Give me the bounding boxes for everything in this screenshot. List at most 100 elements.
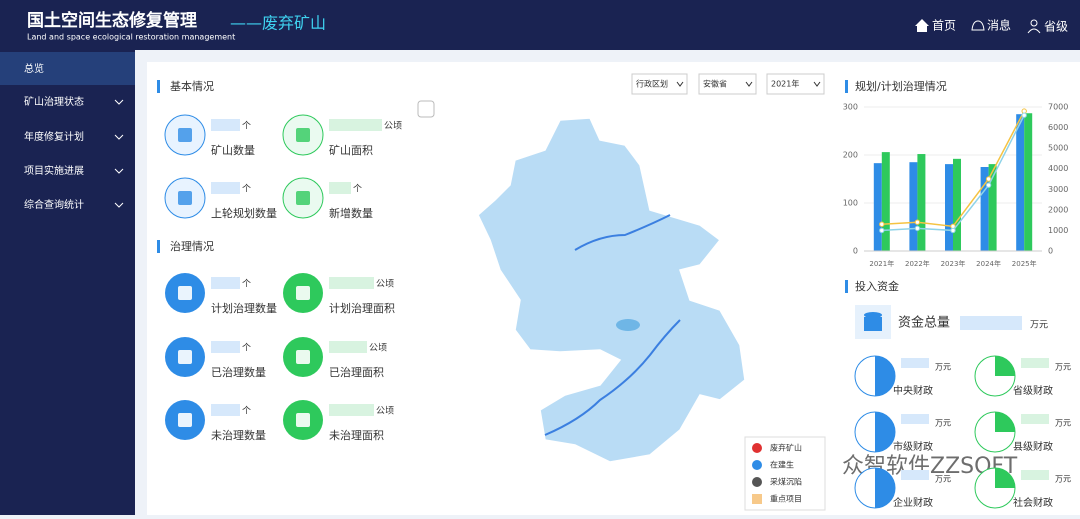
menu-item[interactable]: 年度修复计划 — [24, 130, 84, 143]
fund-label: 县级财政 — [1013, 440, 1053, 453]
hidden-value — [901, 470, 929, 480]
y-tick-label: 200 — [843, 151, 858, 160]
user-icon[interactable] — [1030, 19, 1038, 27]
stat-icon-glyph — [296, 128, 310, 142]
layer-button[interactable] — [417, 100, 435, 118]
pie-slice — [995, 468, 1015, 488]
stat-label: 已治理数量 — [211, 365, 266, 379]
legend-icon — [752, 443, 762, 453]
bar — [881, 152, 890, 251]
home-icon[interactable] — [915, 19, 929, 32]
stat-unit: 个 — [242, 121, 251, 132]
province-shape[interactable] — [477, 117, 746, 463]
line-point — [879, 227, 885, 234]
stat-label: 未治理数量 — [211, 428, 266, 442]
section-title: 投入资金 — [855, 279, 899, 293]
coin-icon — [864, 317, 882, 331]
x-tick-label: 2024年 — [976, 259, 1001, 268]
pie-slice — [995, 412, 1015, 432]
fund-unit: 万元 — [1055, 475, 1071, 484]
line-point — [914, 219, 921, 225]
stat-label: 已治理面积 — [329, 365, 384, 379]
total-unit: 万元 — [1030, 321, 1048, 331]
legend-label: 在建生 — [770, 460, 794, 470]
section-marker — [157, 240, 160, 253]
hidden-value — [329, 119, 382, 131]
menu-item[interactable]: 总览 — [24, 62, 44, 75]
y-tick-label: 300 — [843, 103, 858, 112]
hidden-value — [901, 414, 929, 424]
y2-tick-label: 4000 — [1048, 164, 1068, 173]
stat-label: 矿山面积 — [329, 144, 373, 157]
hidden-value — [211, 277, 240, 289]
stat-icon-glyph — [296, 286, 310, 300]
hidden-value — [211, 119, 240, 131]
line-point — [879, 221, 885, 227]
app-subtitle: Land and space ecological restoration ma… — [27, 33, 235, 42]
stat-icon-glyph — [178, 286, 192, 300]
filter-select[interactable] — [766, 73, 825, 95]
section-title: 基本情况 — [170, 79, 214, 93]
pie-slice — [875, 412, 895, 452]
chevron — [114, 134, 124, 140]
fund-unit: 万元 — [935, 475, 951, 484]
pie-slice — [995, 356, 1015, 376]
section-marker — [157, 80, 160, 93]
bar — [980, 167, 989, 251]
map — [477, 117, 746, 463]
bar — [1016, 114, 1025, 251]
menu-item[interactable]: 综合查询统计 — [24, 198, 84, 211]
filter-text[interactable]: 行政区划 — [636, 79, 668, 89]
sidebar-active — [0, 52, 135, 85]
bar — [988, 164, 997, 251]
stat-label: 新增数量 — [329, 206, 373, 220]
menu-item[interactable]: 项目实施进展 — [24, 164, 84, 177]
stat-label: 计划治理面积 — [329, 301, 395, 315]
legend-icon — [752, 494, 762, 504]
nav-item[interactable]: 省级 — [1044, 20, 1068, 34]
fund-unit: 万元 — [1055, 419, 1071, 428]
stat-icon-glyph — [178, 191, 192, 205]
module-name: ——废弃矿山 — [230, 14, 326, 33]
stat-icon-glyph — [178, 350, 192, 364]
bar — [1024, 113, 1033, 252]
bell-icon[interactable] — [971, 20, 985, 31]
y2-tick-label: 2000 — [1048, 205, 1068, 214]
pie-slice — [875, 356, 895, 396]
stat-unit: 个 — [242, 406, 251, 417]
legend-label: 采煤沉陷 — [770, 477, 802, 487]
filter-text[interactable]: 安徽省 — [703, 79, 727, 89]
stat-unit: 公顷 — [376, 279, 394, 290]
hidden-value — [329, 277, 374, 289]
stat-unit: 公顷 — [384, 121, 402, 132]
y-tick-label: 100 — [843, 199, 858, 208]
y2-tick-label: 5000 — [1048, 144, 1068, 153]
stat-icon-glyph — [178, 128, 192, 142]
stat-label: 未治理面积 — [329, 428, 384, 442]
legend-icon — [752, 460, 762, 470]
y2-tick-label: 1000 — [1048, 226, 1068, 235]
hidden-value — [329, 341, 367, 353]
total-label: 资金总量 — [898, 315, 950, 331]
filter-arrow — [745, 81, 753, 87]
user-icon[interactable] — [1027, 28, 1041, 34]
hidden-value — [1021, 358, 1049, 368]
bar — [953, 158, 961, 251]
nav-item[interactable]: 首页 — [932, 19, 956, 33]
menu-item[interactable]: 矿山治理状态 — [24, 95, 84, 108]
river — [544, 214, 681, 436]
stat-unit: 个 — [242, 279, 251, 290]
stat-unit: 个 — [242, 343, 251, 354]
nav-item[interactable]: 消息 — [987, 18, 1011, 33]
hidden-value — [901, 358, 929, 368]
legend-label: 废弃矿山 — [770, 443, 802, 453]
fund-unit: 万元 — [935, 363, 951, 372]
filter-select[interactable] — [631, 73, 688, 95]
filter-select[interactable] — [698, 73, 757, 95]
stat-label: 上轮规划数量 — [211, 206, 277, 220]
x-tick-label: 2025年 — [1012, 259, 1037, 268]
filter-text[interactable]: 2021年 — [771, 79, 799, 89]
legend-icon — [752, 477, 762, 487]
